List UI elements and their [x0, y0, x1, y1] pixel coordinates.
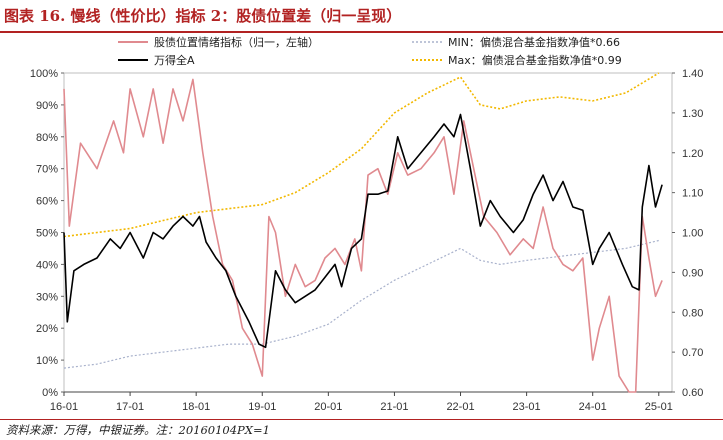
- legend-min-label: MIN：偏债混合基金指数净值*0.66: [448, 35, 620, 49]
- y-right-tick-label: 1.30: [682, 108, 703, 120]
- chart-title: 图表 16. 慢线（性价比）指标 2：股债位置差（归一呈现）: [4, 7, 402, 25]
- y-right-tick-label: 1.20: [682, 148, 703, 160]
- y-left-tick-label: 0%: [42, 387, 58, 399]
- y-left-tick-label: 80%: [36, 132, 58, 144]
- y-right-tick-label: 0.70: [682, 347, 703, 359]
- x-tick-label: 19-01: [248, 401, 276, 413]
- x-tick-label: 20-01: [314, 401, 342, 413]
- legend-max-label: Max：偏债混合基金指数净值*0.99: [448, 53, 622, 67]
- y-left-tick-label: 10%: [36, 355, 58, 367]
- y-right-tick-label: 0.60: [682, 387, 703, 399]
- y-right-tick-label: 1.40: [682, 68, 703, 80]
- x-tick-label: 17-01: [116, 401, 144, 413]
- y-right-tick-label: 0.80: [682, 307, 703, 319]
- y-right-tick-label: 0.90: [682, 267, 703, 279]
- y-left-tick-label: 30%: [36, 291, 58, 303]
- y-right-tick-label: 1.10: [682, 188, 703, 200]
- axes: 0% 10% 20% 30% 40% 50% 60% 70% 80% 90% 100% 0.60 0.7…: [30, 68, 704, 413]
- x-tick-label: 25-01: [645, 401, 673, 413]
- x-tick-label: 21-01: [380, 401, 408, 413]
- legend: 股债位置情绪指标（归一，左轴） 万得全A MIN：偏债混合基金指数净值*0.66 Ma…: [118, 35, 622, 67]
- y-left-tick-label: 70%: [36, 164, 58, 176]
- title-rule: [0, 31, 723, 33]
- max-fund-index-line: [63, 72, 660, 238]
- wind-all-a-line: [63, 113, 663, 349]
- x-tick-label: 18-01: [182, 401, 210, 413]
- y-left-tick-label: 40%: [36, 259, 58, 271]
- min-fund-index-line: [63, 239, 659, 369]
- legend-wind-all-a-label: 万得全A: [154, 53, 195, 67]
- x-tick-label: 24-01: [579, 401, 607, 413]
- legend-bond-position-label: 股债位置情绪指标（归一，左轴）: [154, 35, 319, 49]
- y-right-tick-label: 1.00: [682, 228, 703, 240]
- x-tick-label: 23-01: [513, 401, 541, 413]
- y-left-tick-label: 100%: [30, 68, 58, 80]
- bond-position-indicator-line: [63, 78, 663, 393]
- source-rule: [0, 419, 723, 420]
- chart-svg: 0% 10% 20% 30% 40% 50% 60% 70% 80% 90% 100% 0.60 0.7…: [30, 35, 704, 413]
- plot-frame: [63, 72, 673, 393]
- y-left-tick-label: 90%: [36, 100, 58, 112]
- y-left-tick-label: 60%: [36, 196, 58, 208]
- series-lines: [63, 72, 663, 393]
- y-left-tick-label: 20%: [36, 323, 58, 335]
- y-left-tick-label: 50%: [36, 228, 58, 240]
- x-tick-label: 16-01: [50, 401, 78, 413]
- source-note: 资料来源：万得，中银证券。注：20160104PX=1: [6, 423, 270, 437]
- x-tick-label: 22-01: [446, 401, 474, 413]
